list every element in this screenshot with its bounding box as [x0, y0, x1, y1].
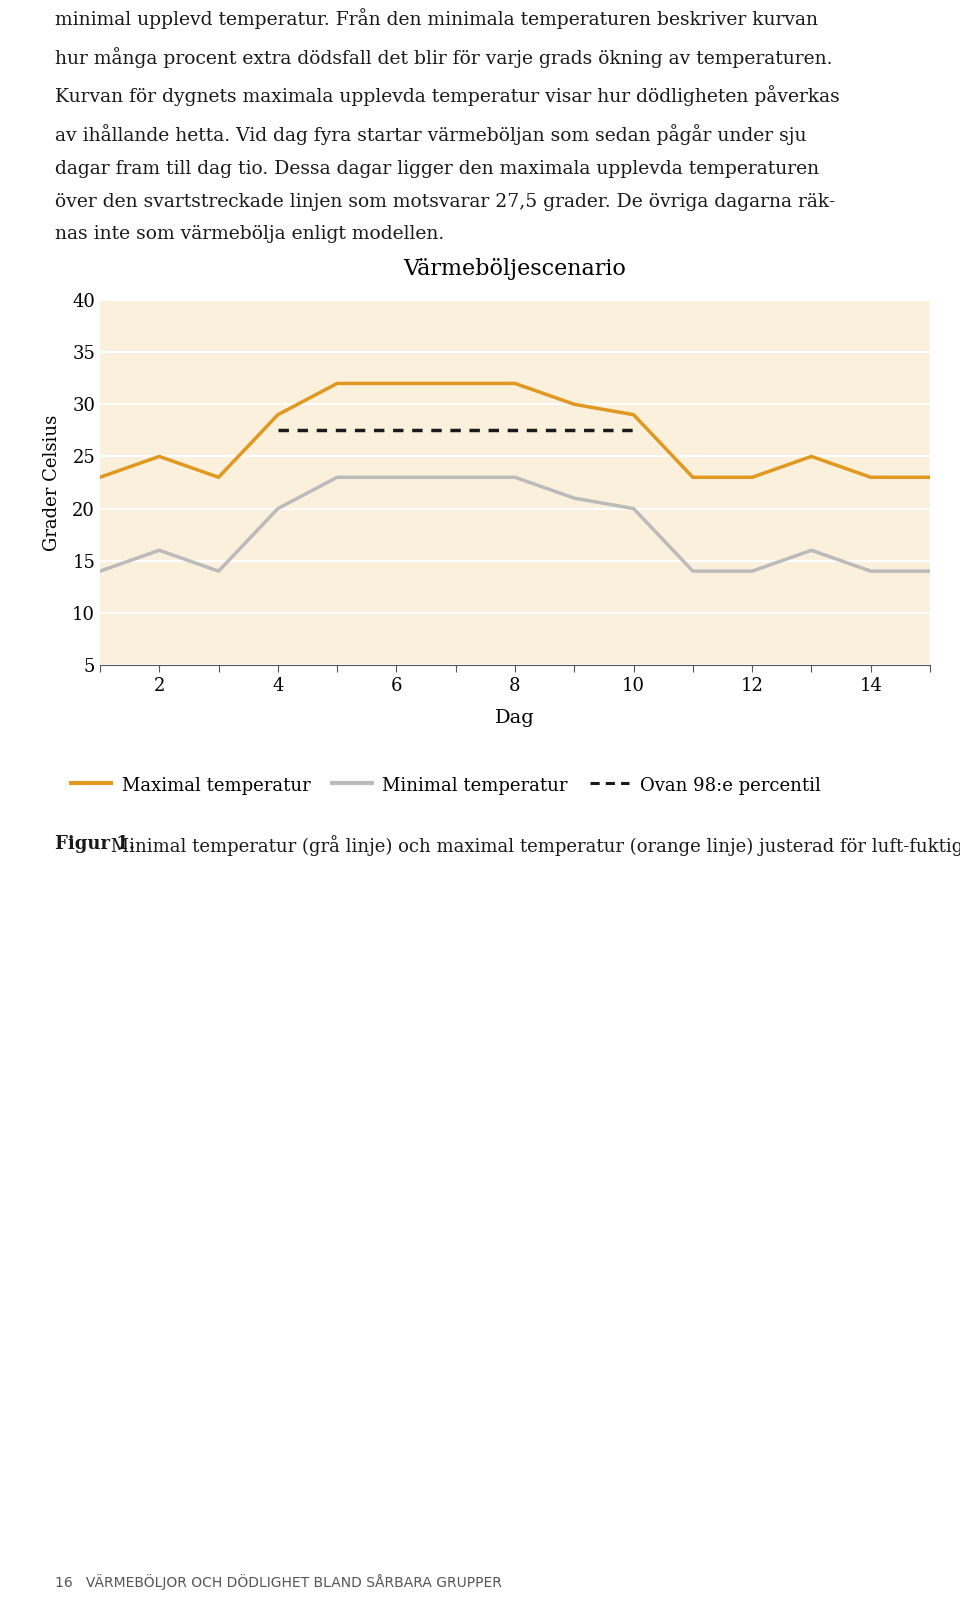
Text: 16   VÄRMEBÖLJOR OCH DÖDLIGHET BLAND SÅRBARA GRUPPER: 16 VÄRMEBÖLJOR OCH DÖDLIGHET BLAND SÅRBA…	[55, 1574, 501, 1590]
Legend: Maximal temperatur, Minimal temperatur, Ovan 98:e percentil: Maximal temperatur, Minimal temperatur, …	[63, 769, 828, 802]
X-axis label: Dag: Dag	[495, 709, 535, 726]
Text: minimal upplevd temperatur. Från den minimala temperaturen beskriver kurvan
hur : minimal upplevd temperatur. Från den min…	[55, 8, 839, 244]
Y-axis label: Grader Celsius: Grader Celsius	[43, 414, 61, 550]
Text: Minimal temperatur (grå linje) och maximal temperatur (orange linje) justerad fö: Minimal temperatur (grå linje) och maxim…	[105, 835, 960, 856]
Text: Figur 1.: Figur 1.	[55, 835, 134, 853]
Title: Värmeböljescenario: Värmeböljescenario	[403, 258, 627, 281]
